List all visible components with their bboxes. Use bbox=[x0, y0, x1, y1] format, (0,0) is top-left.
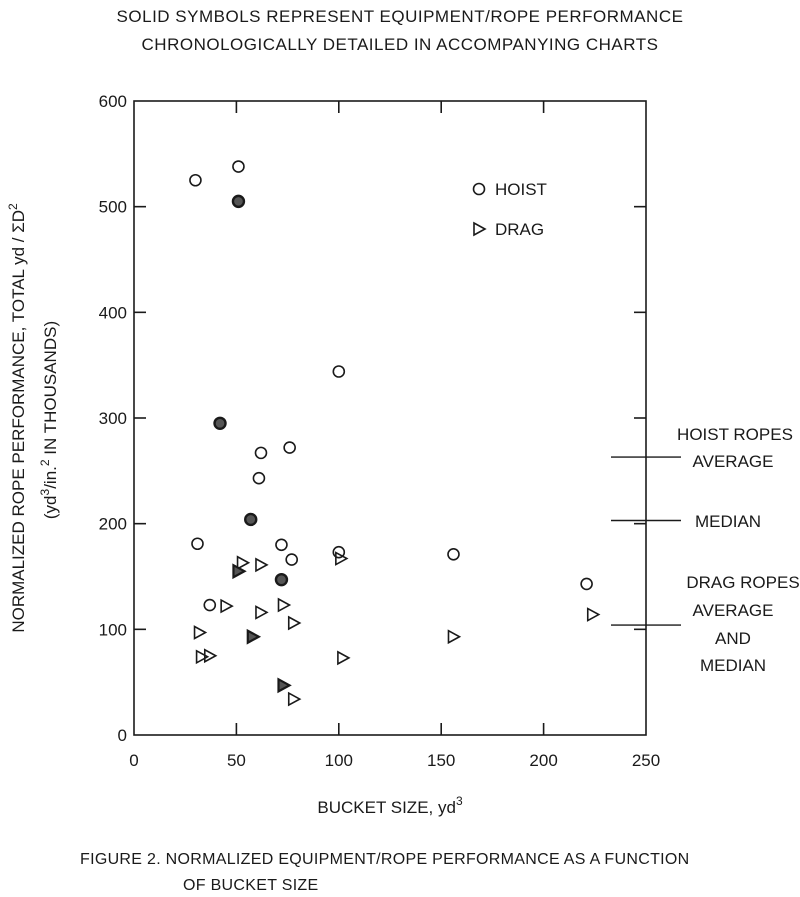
hoist-point bbox=[254, 446, 268, 460]
hoist-point bbox=[285, 553, 298, 566]
figure-caption-line1: FIGURE 2. NORMALIZED EQUIPMENT/ROPE PERF… bbox=[80, 851, 690, 868]
x-tick-label: 200 bbox=[529, 751, 557, 770]
y-axis-title-line1: NORMALIZED ROPE PERFORMANCE, TOTAL yd / … bbox=[6, 203, 28, 633]
drag-point bbox=[255, 605, 269, 620]
hoist-point bbox=[203, 598, 217, 612]
plot-frame bbox=[133, 100, 647, 736]
hoist-point-solid bbox=[274, 572, 289, 587]
median-label: MEDIAN bbox=[695, 512, 761, 531]
x-tick-label: 250 bbox=[632, 751, 660, 770]
hoist-point bbox=[275, 538, 288, 552]
drag-point-solid bbox=[277, 677, 292, 694]
hoist-point bbox=[232, 160, 245, 173]
y-axis-line2-prefix: (yd bbox=[41, 495, 60, 519]
drag-point bbox=[195, 649, 210, 665]
y-axis-line2-suffix: IN THOUSANDS) bbox=[41, 321, 60, 460]
drag-point-solid bbox=[232, 563, 247, 580]
y-axis-title-line2: (yd3/in.2 IN THOUSANDS) bbox=[38, 321, 60, 519]
y-axis-line2-sup2: 2 bbox=[38, 459, 52, 466]
y-tick-label: 600 bbox=[99, 92, 127, 111]
x-axis-title-text: BUCKET SIZE, yd bbox=[317, 798, 456, 817]
hoist-point bbox=[447, 548, 460, 561]
drag-point bbox=[255, 557, 269, 573]
y-axis-line2-mid: /in. bbox=[41, 466, 60, 489]
legend-drag-marker bbox=[473, 221, 487, 237]
drag-median-label: MEDIAN bbox=[700, 656, 766, 675]
reference-labels: HOIST ROPES AVERAGE MEDIAN DRAG ROPES AV… bbox=[677, 425, 800, 675]
header-note-line2: CHRONOLOGICALLY DETAILED IN ACCOMPANYING… bbox=[142, 35, 659, 54]
drag-point bbox=[203, 648, 218, 664]
hoist-point bbox=[189, 173, 202, 187]
drag-point bbox=[447, 629, 462, 645]
hoist-ropes-label: HOIST ROPES bbox=[677, 425, 793, 444]
x-tick-label: 0 bbox=[129, 751, 138, 770]
drag-point bbox=[287, 691, 302, 707]
y-tick-label: 0 bbox=[118, 726, 127, 745]
x-axis-title: BUCKET SIZE, yd3 bbox=[317, 794, 463, 817]
axis-ticks bbox=[134, 101, 646, 735]
drag-ropes-label: DRAG ROPES bbox=[686, 573, 799, 592]
x-tick-label: 100 bbox=[325, 751, 353, 770]
drag-point bbox=[335, 551, 349, 566]
y-axis-title-line1-text: NORMALIZED ROPE PERFORMANCE, TOTAL yd / … bbox=[9, 210, 28, 633]
y-tick-label: 200 bbox=[99, 515, 127, 534]
drag-point bbox=[277, 597, 292, 613]
hoist-point bbox=[191, 537, 204, 551]
header-note-line1: SOLID SYMBOLS REPRESENT EQUIPMENT/ROPE P… bbox=[117, 7, 684, 26]
axis-tick-labels: 0 50 100 150 200 250 0 100 200 300 400 500 600 bbox=[99, 92, 661, 770]
drag-and-label: AND bbox=[715, 629, 751, 648]
hoist-point bbox=[283, 441, 296, 454]
data-points bbox=[189, 160, 601, 707]
x-tick-label: 50 bbox=[227, 751, 246, 770]
drag-point-solid bbox=[246, 628, 262, 645]
hoist-point bbox=[252, 471, 266, 485]
legend-hoist-marker bbox=[472, 182, 486, 196]
hoist-point bbox=[332, 365, 346, 378]
figure-caption-line2: OF BUCKET SIZE bbox=[183, 877, 318, 894]
legend-drag-label: DRAG bbox=[495, 220, 544, 239]
hoist-point-solid bbox=[244, 512, 258, 527]
y-tick-label: 300 bbox=[99, 409, 127, 428]
y-tick-label: 400 bbox=[99, 303, 127, 322]
x-tick-label: 150 bbox=[427, 751, 455, 770]
hoist-point bbox=[332, 545, 346, 559]
hoist-point-solid bbox=[213, 416, 227, 430]
legend: HOIST DRAG bbox=[472, 180, 547, 239]
y-axis-subtitle: (yd3/in.2 IN THOUSANDS) bbox=[38, 321, 60, 519]
drag-point bbox=[193, 625, 208, 640]
hoist-point-solid bbox=[231, 194, 246, 209]
y-axis-title-line1-sup: 2 bbox=[6, 203, 20, 210]
drag-point bbox=[337, 650, 351, 666]
y-tick-label: 500 bbox=[99, 198, 127, 217]
legend-hoist-label: HOIST bbox=[495, 180, 547, 199]
y-tick-label: 100 bbox=[99, 620, 127, 639]
reference-lines bbox=[611, 456, 681, 626]
y-axis-title: NORMALIZED ROPE PERFORMANCE, TOTAL yd / … bbox=[6, 203, 28, 633]
drag-point bbox=[220, 598, 234, 614]
drag-point bbox=[287, 615, 302, 631]
drag-average-label: AVERAGE bbox=[693, 601, 774, 620]
y-axis-line2-sup1: 3 bbox=[38, 488, 52, 495]
x-axis-title-sup: 3 bbox=[456, 794, 463, 808]
drag-point bbox=[236, 555, 251, 571]
hoist-average-label: AVERAGE bbox=[693, 452, 774, 471]
drag-point bbox=[586, 607, 601, 622]
hoist-point bbox=[580, 577, 593, 591]
